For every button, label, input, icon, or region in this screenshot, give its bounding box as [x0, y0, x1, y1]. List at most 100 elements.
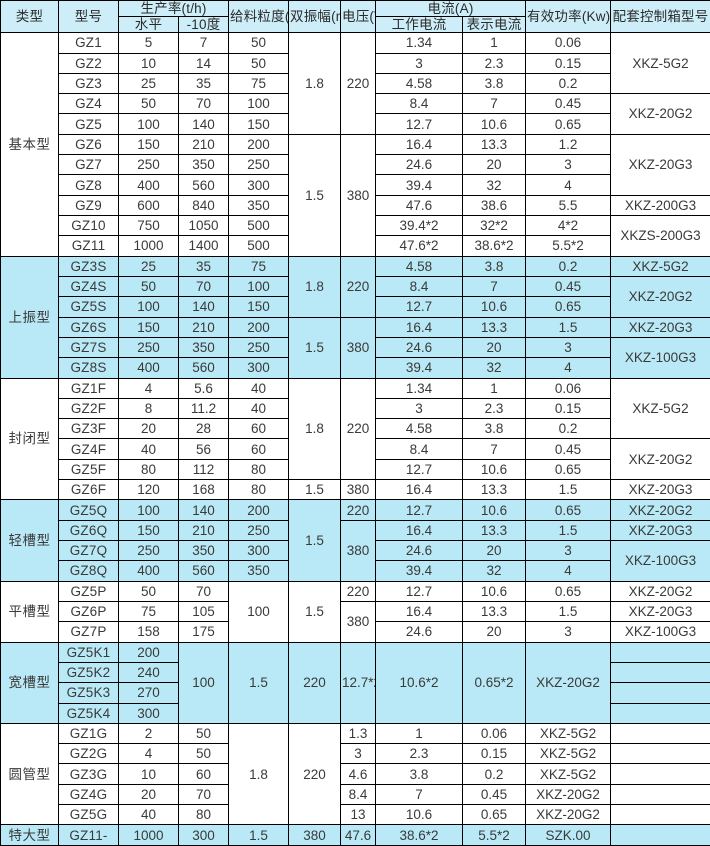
cell-feed-size: 60 — [228, 418, 290, 440]
header-row-1: 类型 型号 生产率(t/h) 给料粒度(mm) 双振幅(mm) 电压(V) 电流… — [0, 0, 710, 34]
table-header: 类型 型号 生产率(t/h) 给料粒度(mm) 双振幅(mm) 电压(V) 电流… — [0, 0, 710, 34]
table-row: GZ6P 75 105 380 16.4 13.3 1.5 XKZ-20G3 — [1, 600, 710, 643]
cell-power: 0.65 — [525, 499, 612, 521]
cell-power: 0.06 — [525, 32, 612, 54]
cell-power: 0.45 — [525, 275, 612, 298]
cell-capacity-level: 270 — [118, 682, 179, 704]
cell-current-show: 3.8 — [462, 72, 527, 95]
cell-control-box: XKZ-100G3 — [610, 540, 710, 582]
cell-voltage: 220 — [340, 32, 377, 135]
cell-capacity-level: 150 — [118, 133, 179, 156]
cell-feed-size: 350 — [228, 194, 290, 217]
table-row: GZ7P 158 175 24.6 20 3 XKZ-100G3 — [1, 621, 710, 643]
cell-control-box: XKZ-5G2 — [610, 32, 710, 95]
cell-tail — [610, 824, 710, 846]
cell-double-amplitude: 1.8 — [288, 377, 342, 481]
cell-voltage: 380 — [340, 316, 377, 379]
table-row: GZ10 750 1050 500 39.4*2 32*2 4*2 XKZS-200G3 — [1, 215, 710, 257]
cell-current-work: 39.4 — [375, 174, 464, 196]
cell-power: 1.5 — [525, 600, 612, 623]
cell-power: XKZ-20G2 — [525, 783, 612, 806]
table-row: GZ5F 80 112 80 12.7 10.6 0.65 — [1, 458, 710, 481]
cell-current-show: 13.3 — [462, 600, 527, 623]
table-row: GZ6Q 150 210 250 380 16.4 13.3 1.5 XKZ-20G3 — [1, 519, 710, 582]
cell-current-show: 7 — [462, 93, 527, 115]
cell-capacity-minus10: 210 — [177, 316, 230, 338]
table-row: GZ11 1000 1400 500 47.6*2 38.6*2 5.5*2 — [1, 235, 710, 257]
table-row: 上振型 GZ3S 25 35 75 1.8 220 4.58 3.8 0.2 XKZ-5G2 — [0, 255, 710, 379]
cell-current-show: 32 — [462, 174, 527, 196]
cell-feed-size: 1.5 — [228, 824, 290, 846]
cell-current-show: 0.65 — [462, 804, 527, 826]
cell-current-show: 2.3 — [462, 397, 527, 420]
cell-capacity-level: 1000 — [118, 235, 179, 257]
cell-power: 5.5 — [525, 194, 612, 217]
table-row: 平槽型 GZ5P 50 70 100 1.5 220 12.7 10.6 0.65 XKZ-20G2 — [0, 580, 710, 643]
cell-power: 1.2 — [525, 133, 612, 156]
cell-capacity-minus10: 210 — [177, 133, 230, 156]
cell-current-work: 12.7 — [375, 296, 464, 318]
cell-capacity-minus10: 210 — [177, 519, 230, 542]
cell-model: GZ2F — [58, 397, 119, 420]
cell-power: XKZ-5G2 — [525, 722, 612, 745]
cell-capacity-level: 400 — [118, 357, 179, 379]
cell-capacity-minus10: 140 — [177, 499, 230, 521]
cell-feed-size: 150 — [228, 296, 290, 318]
cell-power: 1.5 — [525, 479, 612, 501]
cell-current-work: 3 — [375, 397, 464, 420]
cell-voltage: 3 — [340, 743, 377, 765]
cell-capacity-level: 250 — [118, 540, 179, 562]
cell-capacity-level: 250 — [118, 154, 179, 176]
section-type-7: 特大型 — [0, 824, 59, 846]
cell-voltage: 13 — [340, 804, 377, 826]
cell-current-work: 1.34 — [375, 32, 464, 54]
cell-double-amplitude: 220 — [288, 722, 342, 826]
table-row: GZ4 50 70 100 8.4 7 0.45 XKZ-20G2 — [1, 93, 710, 135]
table-row: GZ4S 50 70 100 8.4 7 0.45 XKZ-20G2 — [1, 275, 710, 318]
header-row-2: 水平 -10度 工作电流 表示电流 — [1, 16, 710, 34]
cell-current-show: 20 — [462, 540, 527, 562]
cell-power: 3 — [525, 621, 612, 643]
cell-capacity-level: 100 — [118, 499, 179, 521]
cell-feed-size: 100 — [228, 275, 290, 298]
cell-current-work: 12.7*2 — [340, 641, 377, 724]
cell-model: GZ8Q — [58, 560, 119, 582]
cell-capacity-minus10: 1050 — [177, 215, 230, 237]
cell-capacity-level: 50 — [118, 580, 179, 602]
cell-double-amplitude: 1.5 — [288, 316, 342, 379]
cell-current-show: 20 — [462, 621, 527, 643]
cell-voltage: 380 — [340, 133, 377, 257]
cell-feed-size: 300 — [228, 174, 290, 196]
cell-model: GZ7P — [58, 621, 119, 643]
cell-feed-size: 200 — [228, 316, 290, 338]
table-row: 基本型 GZ1 5 7 50 1.8 220 1.34 1 0.06 XKZ-5G2 — [0, 32, 710, 257]
cell-feed-size: 80 — [228, 458, 290, 481]
cell-current-work: 7 — [375, 783, 464, 806]
table-row: GZ2 10 14 50 3 2.3 0.15 — [1, 52, 710, 74]
cell-model: GZ2 — [58, 52, 119, 74]
table-row: GZ6F 120 168 80 1.5 380 16.4 13.3 1.5 XKZ-20G3 — [1, 479, 710, 501]
cell-control-box: XKZ-20G2 — [610, 93, 710, 135]
header-voltage: 电压(V) — [340, 0, 377, 34]
cell-control-box: XKZ-5G2 — [610, 255, 710, 277]
cell-capacity-minus10: 35 — [177, 72, 230, 95]
cell-power: XKZ-5G2 — [525, 763, 612, 785]
header-type: 类型 — [0, 0, 59, 34]
cell-current-work: 47.6 — [375, 194, 464, 217]
cell-voltage: 220 — [340, 499, 377, 521]
header-capacity-level: 水平 — [118, 16, 179, 34]
cell-feed-size: 75 — [228, 72, 290, 95]
cell-current-show: 10.6 — [462, 458, 527, 481]
cell-model: GZ6P — [58, 600, 119, 623]
cell-current-work: 8.4 — [375, 275, 464, 298]
cell-voltage: 220 — [340, 255, 377, 318]
cell-double-amplitude: 1.5 — [228, 641, 290, 724]
cell-current-work: 39.4 — [375, 357, 464, 379]
cell-current-show: 0.15 — [462, 743, 527, 765]
cell-capacity-minus10: 28 — [177, 418, 230, 440]
table-row: GZ5K4 300 — [1, 702, 710, 724]
cell-current-show: 7 — [462, 438, 527, 460]
cell-model: GZ5S — [58, 296, 119, 318]
